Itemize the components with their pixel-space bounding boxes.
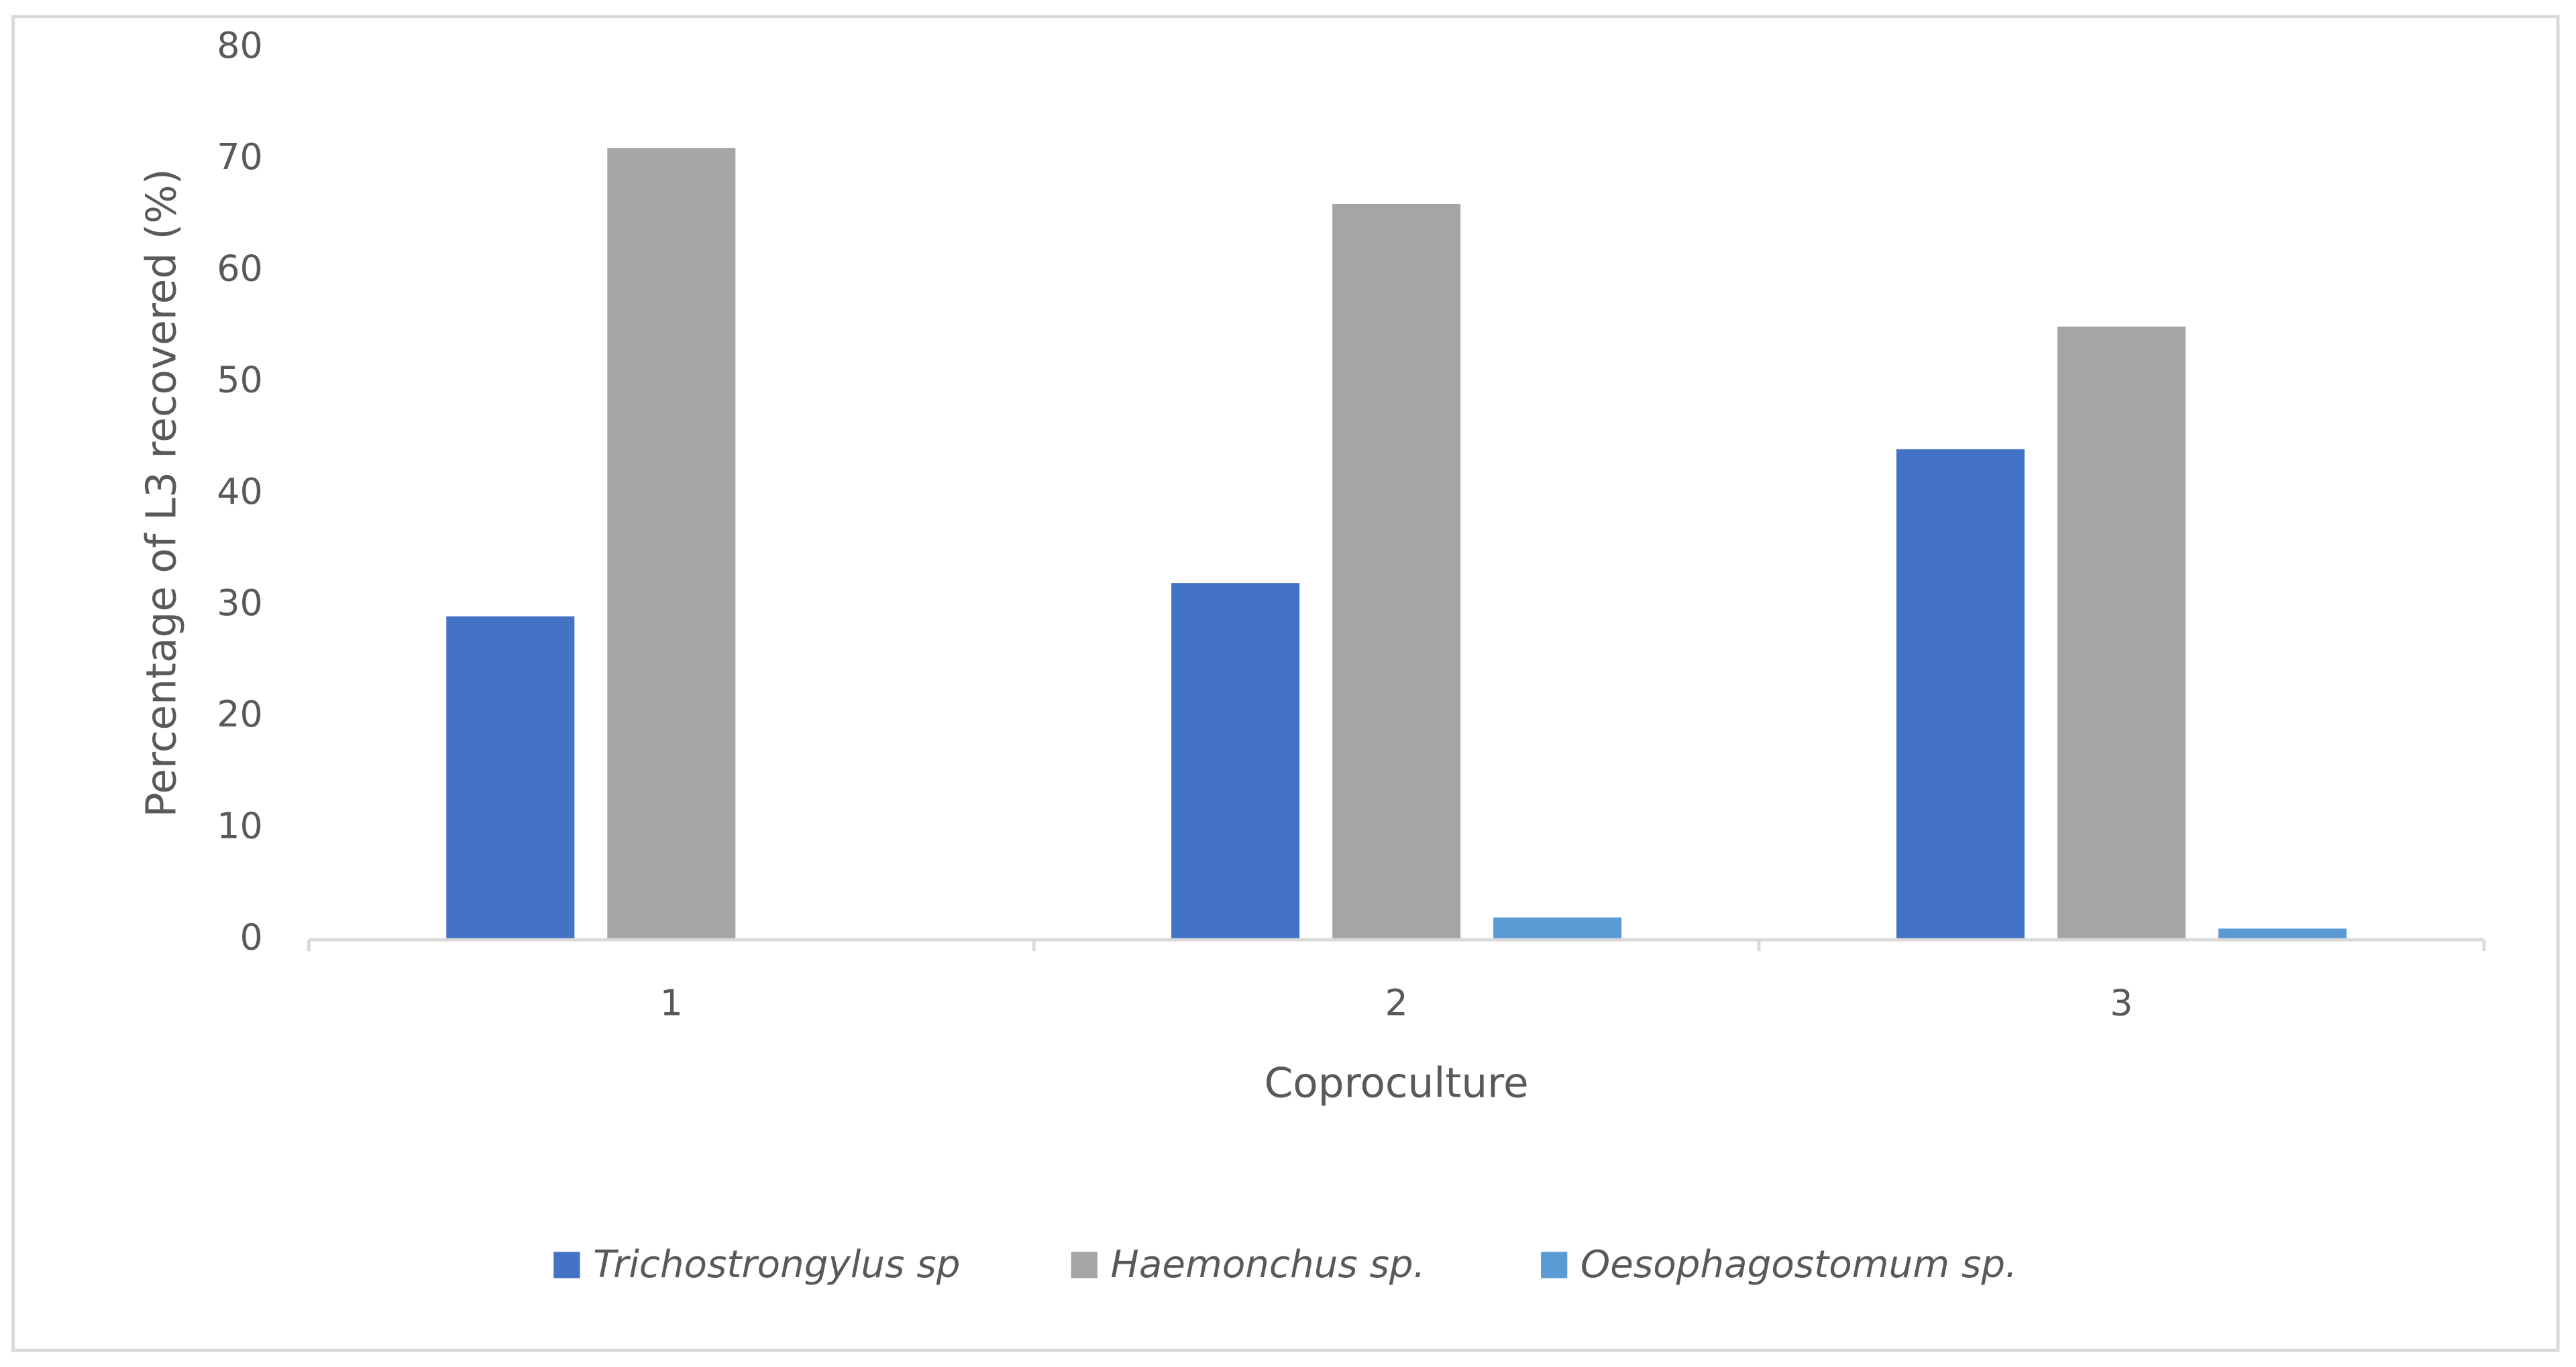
x-tick-label: 3 [2110, 982, 2133, 1024]
bar [2218, 928, 2347, 940]
x-tick-label: 2 [1385, 982, 1407, 1024]
legend-label: Trichostrongylus sp [593, 1243, 960, 1287]
y-tick-label: 10 [217, 804, 263, 846]
y-tick-label: 40 [217, 470, 263, 512]
bar [1171, 583, 1300, 940]
bar [1493, 917, 1622, 940]
bar [1896, 449, 2025, 940]
legend-swatch [553, 1252, 580, 1278]
y-tick-label: 50 [217, 359, 263, 401]
bar [1332, 203, 1461, 940]
y-tick-label: 60 [217, 247, 263, 289]
x-tick-label: 1 [660, 982, 683, 1024]
legend-swatch [1541, 1252, 1568, 1278]
y-tick-label: 30 [217, 582, 263, 624]
x-axis-title: Coproculture [1265, 1060, 1529, 1107]
y-tick-label: 80 [217, 24, 263, 66]
legend-swatch [1071, 1252, 1097, 1278]
y-tick-label: 0 [240, 916, 263, 959]
y-tick-label: 20 [217, 693, 263, 735]
legend-label: Haemonchus sp. [1111, 1243, 1426, 1287]
bar [607, 148, 736, 940]
y-axis-title: Percentage of L3 recovered (%) [138, 168, 185, 817]
legend-label: Oesophagostomum sp. [1580, 1243, 2017, 1287]
y-tick-label: 70 [217, 135, 263, 178]
bar [446, 616, 575, 940]
bar [2057, 326, 2186, 940]
